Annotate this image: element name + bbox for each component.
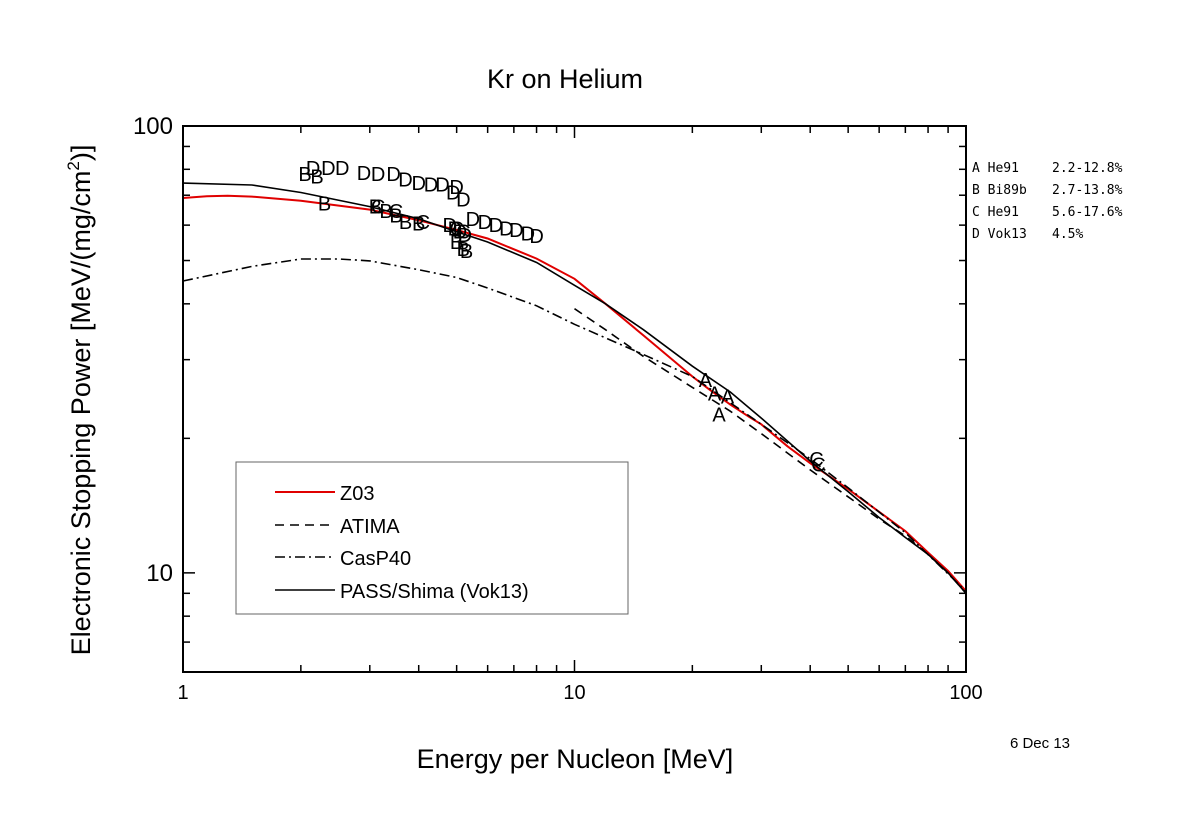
legend-label: CasP40 [340,548,411,570]
data-marker-d: D [335,158,349,180]
data-marker-c: C [389,201,403,223]
data-key-line: B Bi89b 2.7-13.8% [972,183,1123,198]
data-marker-d: D [529,226,543,248]
date-label: 6 Dec 13 [1010,735,1070,752]
axis-ticks: 1 10 100 10 100 [133,113,983,704]
data-marker-d: D [411,173,425,195]
data-key-line: C He91 5.6-17.6% [972,205,1123,220]
x-tick-label: 100 [949,682,982,704]
data-marker-d: D [458,225,472,247]
y-tick-label: 100 [133,113,173,140]
data-marker-d: D [499,218,513,240]
legend: Z03 ATIMA CasP40 PASS/Shima (Vok13) [235,461,629,615]
data-marker-b: B [450,232,463,254]
data-marker-d: D [357,163,371,185]
data-marker-c: C [371,197,385,219]
data-marker-d: D [371,164,385,186]
series-line-atima [574,308,967,594]
data-marker-d: D [424,174,438,196]
data-marker-d: D [435,174,449,196]
data-marker-d: D [449,177,463,199]
legend-label: Z03 [340,483,374,505]
y-tick-label: 10 [146,560,173,587]
x-tick-label: 10 [563,682,585,704]
x-tick-label: 1 [177,682,188,704]
data-marker-c: C [811,454,825,476]
data-marker-d: D [398,169,412,191]
data-marker-a: A [712,405,726,427]
data-marker-d: D [448,218,462,240]
data-marker-d: D [509,220,523,242]
data-marker-a: A [699,370,713,392]
data-key-line: A He91 2.2-12.8% [972,161,1123,176]
data-marker-a: A [708,384,722,406]
x-axis-label: Energy per Nucleon [MeV] [417,744,734,774]
data-marker-d: D [306,158,320,180]
series-line-z03 [182,194,967,592]
data-marker-a: A [721,387,735,409]
data-marker-d: D [321,158,335,180]
y-axis-label-end: )] [66,145,96,162]
series-line-pass-shima-vok13- [182,182,967,594]
legend-label: PASS/Shima (Vok13) [340,581,529,603]
data-key-line: D Vok13 4.5% [972,227,1083,242]
y-axis-label: Electronic Stopping Power [MeV/(mg/cm2)] [64,145,96,656]
data-marker-b: B [369,197,382,219]
data-marker-c: C [809,449,823,471]
data-marker-d: D [386,164,400,186]
legend-label: ATIMA [340,516,400,538]
data-marker-c: C [456,222,470,244]
series-layer [182,182,967,594]
data-marker-b: B [389,206,402,228]
data-marker-d: D [446,183,460,205]
y-axis-label-sup: 2 [64,161,83,170]
data-marker-d: D [521,223,535,245]
data-marker-d: D [442,215,456,237]
chart-title: Kr on Helium [487,64,643,94]
data-marker-b: B [318,194,331,216]
data-marker-b: B [310,167,323,189]
data-marker-b: B [412,214,425,236]
data-marker-d: D [453,222,467,244]
data-key: A He91 2.2-12.8% B Bi89b 2.7-13.8% C He91 5… [972,161,1123,242]
data-marker-c: C [449,218,463,240]
series-line-casp40 [182,258,967,592]
y-axis-label-main: Electronic Stopping Power [MeV/(mg/cm [66,171,96,656]
data-marker-b: B [460,241,473,263]
legend-box [235,461,629,615]
data-marker-d: D [466,209,480,231]
data-marker-d: D [456,189,470,211]
data-marker-c: C [416,212,430,234]
data-marker-d: D [478,212,492,234]
data-marker-b: B [457,239,470,261]
data-marker-b: B [379,201,392,223]
data-marker-b: B [298,164,311,186]
data-marker-b: B [399,212,412,234]
data-marker-d: D [489,215,503,237]
